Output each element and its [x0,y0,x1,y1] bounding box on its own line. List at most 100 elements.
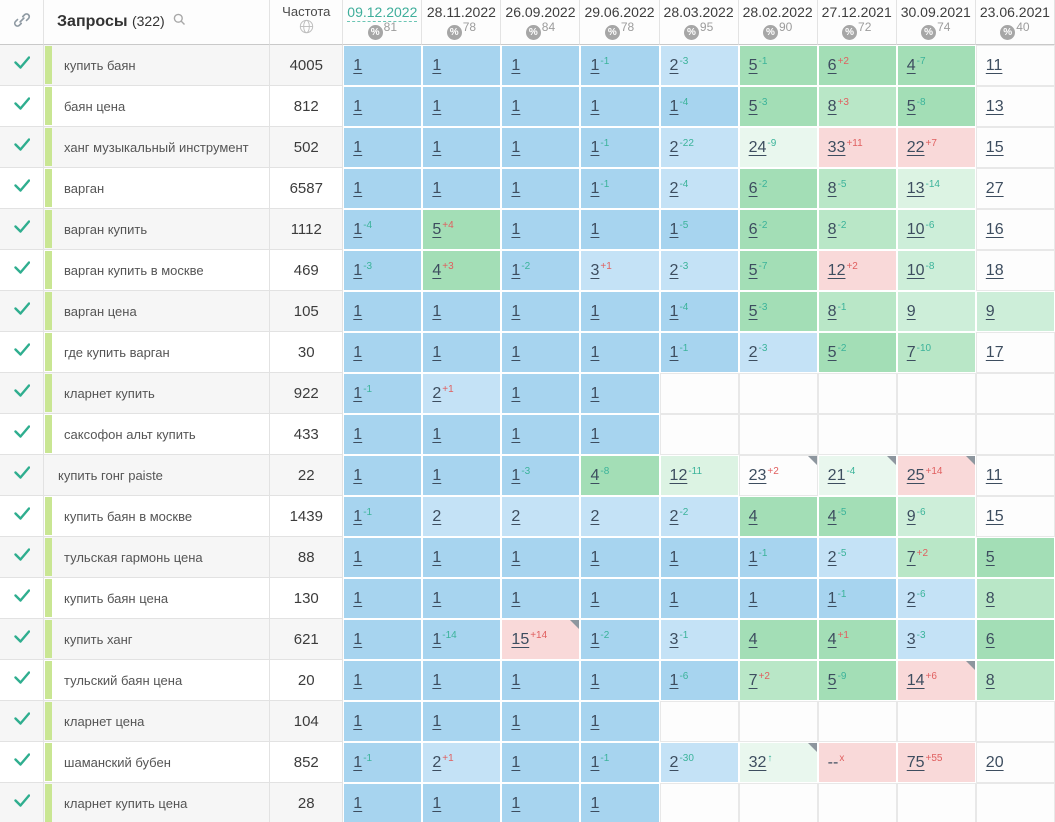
row-checkbox[interactable] [0,537,45,578]
position-value[interactable]: 5 [432,220,442,238]
position-value[interactable]: 1 [432,138,442,156]
position-value[interactable]: 5 [748,261,758,279]
position-value[interactable]: 2 [432,753,442,771]
position-value[interactable]: 1 [590,712,600,730]
position-cell[interactable]: 1 [422,127,502,168]
position-value[interactable]: 75 [906,753,925,771]
position-cell[interactable]: 11 [975,455,1055,496]
position-cell[interactable]: 1 [343,660,423,701]
position-value[interactable]: 5 [985,548,995,566]
position-cell[interactable]: 1-2 [501,250,581,291]
position-cell[interactable]: 7-10 [896,332,976,373]
position-cell[interactable]: 14+6 [896,660,976,701]
row-checkbox[interactable] [0,783,45,822]
position-cell[interactable]: 1-4 [659,291,739,332]
date-column-header[interactable]: 28.02.2022% 90 [738,0,818,45]
position-cell[interactable]: 1-2 [580,619,660,660]
row-checkbox[interactable] [0,496,45,537]
position-value[interactable]: 15 [985,138,1004,156]
position-cell[interactable]: 33+11 [817,127,897,168]
position-value[interactable]: 16 [985,220,1004,238]
position-cell[interactable]: 1 [501,209,581,250]
position-cell[interactable]: 1 [343,127,423,168]
position-cell[interactable]: 4+3 [422,250,502,291]
position-value[interactable]: 1 [432,56,442,74]
row-checkbox[interactable] [0,127,45,168]
query-cell[interactable]: купить ханг [44,619,271,660]
query-text[interactable]: варган цена [64,303,137,319]
position-cell[interactable]: 4-5 [817,496,897,537]
query-cell[interactable]: варган [44,168,271,209]
position-value[interactable]: 1 [353,712,363,730]
position-value[interactable]: 1 [590,671,600,689]
position-cell[interactable]: 3-3 [896,619,976,660]
position-cell[interactable]: 1 [422,86,502,127]
date-label[interactable]: 27.12.2021 [821,4,892,20]
query-text[interactable]: ханг музыкальный инструмент [64,139,249,155]
position-value[interactable]: 15 [511,630,530,648]
position-value[interactable]: 6 [985,630,995,648]
position-value[interactable]: 1 [669,302,679,320]
position-cell[interactable]: 5+4 [422,209,502,250]
row-checkbox[interactable] [0,45,45,86]
position-cell[interactable]: 1 [580,373,660,414]
position-value[interactable]: 4 [748,630,758,648]
position-cell[interactable]: 1-1 [343,373,423,414]
position-value[interactable]: 9 [906,302,916,320]
position-cell[interactable]: 1 [422,291,502,332]
position-value[interactable]: 1 [748,589,758,607]
query-cell[interactable]: саксофон альт купить [44,414,271,455]
position-value[interactable]: 1 [511,220,521,238]
position-cell[interactable]: 2-5 [817,537,897,578]
position-value[interactable]: 3 [590,261,600,279]
query-cell[interactable]: купить баян [44,45,271,86]
position-cell[interactable]: 2-3 [738,332,818,373]
position-value[interactable]: 1 [590,589,600,607]
queries-header[interactable]: Запросы (322) [44,0,271,45]
query-text[interactable]: баян цена [64,98,126,114]
position-cell[interactable]: 1 [659,537,739,578]
position-cell[interactable]: 1 [422,537,502,578]
position-value[interactable]: 2 [748,343,758,361]
position-value[interactable]: 1 [353,425,363,443]
position-cell[interactable]: 6-2 [738,209,818,250]
position-cell[interactable]: 1 [422,783,502,822]
position-value[interactable]: 2 [669,507,679,525]
position-value[interactable]: 2 [906,589,916,607]
position-value[interactable]: 5 [748,302,758,320]
query-text[interactable]: варган [64,180,105,196]
position-value[interactable]: 1 [353,507,363,525]
position-cell[interactable]: 2+1 [422,373,502,414]
query-cell[interactable]: варган купить в москве [44,250,271,291]
position-cell[interactable]: 5 [975,537,1055,578]
query-text[interactable]: тульская гармонь цена [64,549,203,565]
query-cell[interactable]: купить баян в москве [44,496,271,537]
position-cell[interactable]: 1 [343,701,423,742]
position-value[interactable]: 1 [511,261,521,279]
position-cell[interactable]: 2-2 [659,496,739,537]
query-text[interactable]: купить баян в москве [64,508,193,524]
position-value[interactable]: 1 [432,425,442,443]
position-cell[interactable]: 5-1 [738,45,818,86]
position-cell[interactable]: 1-1 [738,537,818,578]
query-cell[interactable]: баян цена [44,86,271,127]
position-value[interactable]: 1 [669,220,679,238]
position-value[interactable]: 11 [985,56,1003,74]
query-cell[interactable]: кларнет купить цена [44,783,271,822]
position-cell[interactable]: 1 [343,414,423,455]
position-cell[interactable]: 20 [975,742,1055,783]
position-cell[interactable]: 1 [422,660,502,701]
position-cell[interactable]: 1 [501,45,581,86]
position-cell[interactable]: 1 [343,537,423,578]
position-cell[interactable]: 3+1 [580,250,660,291]
position-value[interactable]: 1 [511,343,521,361]
position-value[interactable]: 10 [906,220,925,238]
position-cell[interactable]: 2+1 [422,742,502,783]
position-value[interactable]: 1 [432,671,442,689]
position-cell[interactable]: 1 [422,332,502,373]
position-value[interactable]: 1 [669,671,679,689]
row-checkbox[interactable] [0,168,45,209]
position-cell[interactable]: 1 [580,86,660,127]
query-text[interactable]: купить баян цена [64,590,169,606]
position-value[interactable]: 8 [827,302,837,320]
